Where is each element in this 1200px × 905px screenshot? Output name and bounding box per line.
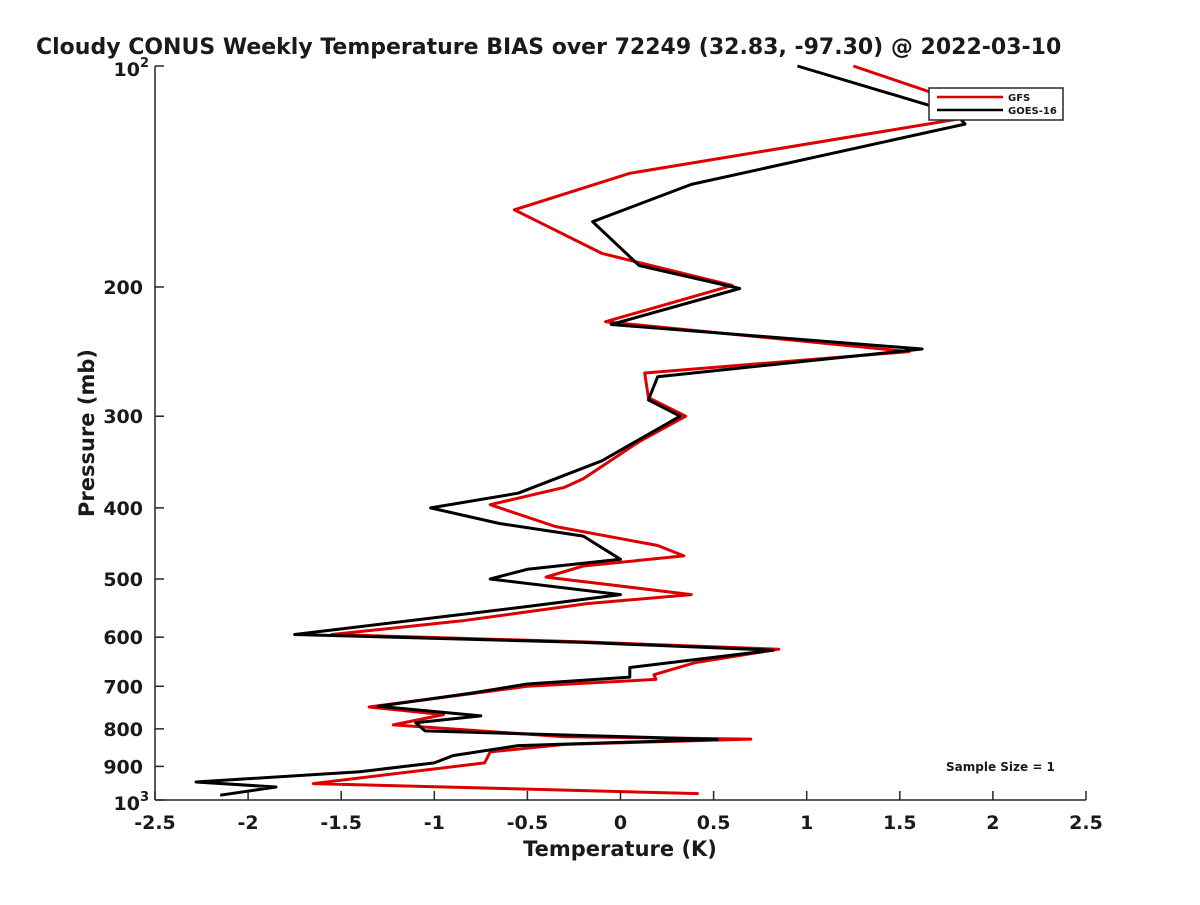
- y-tick-label: 102: [114, 56, 150, 81]
- y-tick-label: 900: [103, 756, 143, 778]
- series-line-gfs: [311, 64, 995, 796]
- legend-label-goes16: GOES-16: [1008, 106, 1057, 117]
- series-line-goes16: [194, 64, 967, 797]
- x-tick-label: 1.5: [883, 812, 917, 834]
- legend-box: [928, 87, 1064, 121]
- y-axis-label: Pressure (mb): [75, 349, 99, 517]
- y-tick-label: 700: [103, 676, 143, 698]
- y-tick-label: 500: [103, 569, 143, 591]
- x-tick-label: -0.5: [507, 812, 549, 834]
- y-tick-label: 200: [103, 277, 143, 299]
- x-tick-label: -1.5: [320, 812, 362, 834]
- x-ticks: -2.5 -2 -1.5 -1 -0.5 0 0.5 1 1.5 2 2.5: [134, 791, 1103, 834]
- y-ticks: 102 200 300 400 500 600 700 800 900 103: [103, 56, 164, 815]
- series-layer: [194, 64, 995, 797]
- sample-size-annotation: Sample Size = 1: [946, 760, 1055, 774]
- y-tick-label: 400: [103, 498, 143, 520]
- x-tick-label: 1: [800, 812, 813, 834]
- legend-label-gfs: GFS: [1008, 93, 1030, 104]
- x-tick-label: -2: [238, 812, 259, 834]
- y-tick-label: 103: [114, 790, 150, 815]
- y-tick-label: 300: [103, 406, 143, 428]
- x-axis-label: Temperature (K): [523, 837, 717, 861]
- legend: GFS GOES-16: [928, 87, 1064, 121]
- x-tick-label: -1: [424, 812, 445, 834]
- y-tick-label: 800: [103, 719, 143, 741]
- chart-title: Cloudy CONUS Weekly Temperature BIAS ove…: [36, 35, 1061, 60]
- x-tick-label: -2.5: [134, 812, 176, 834]
- x-tick-label: 2: [986, 812, 999, 834]
- x-tick-label: 2.5: [1069, 812, 1103, 834]
- x-tick-label: 0: [614, 812, 627, 834]
- x-tick-label: 0.5: [697, 812, 731, 834]
- y-tick-label: 600: [103, 627, 143, 649]
